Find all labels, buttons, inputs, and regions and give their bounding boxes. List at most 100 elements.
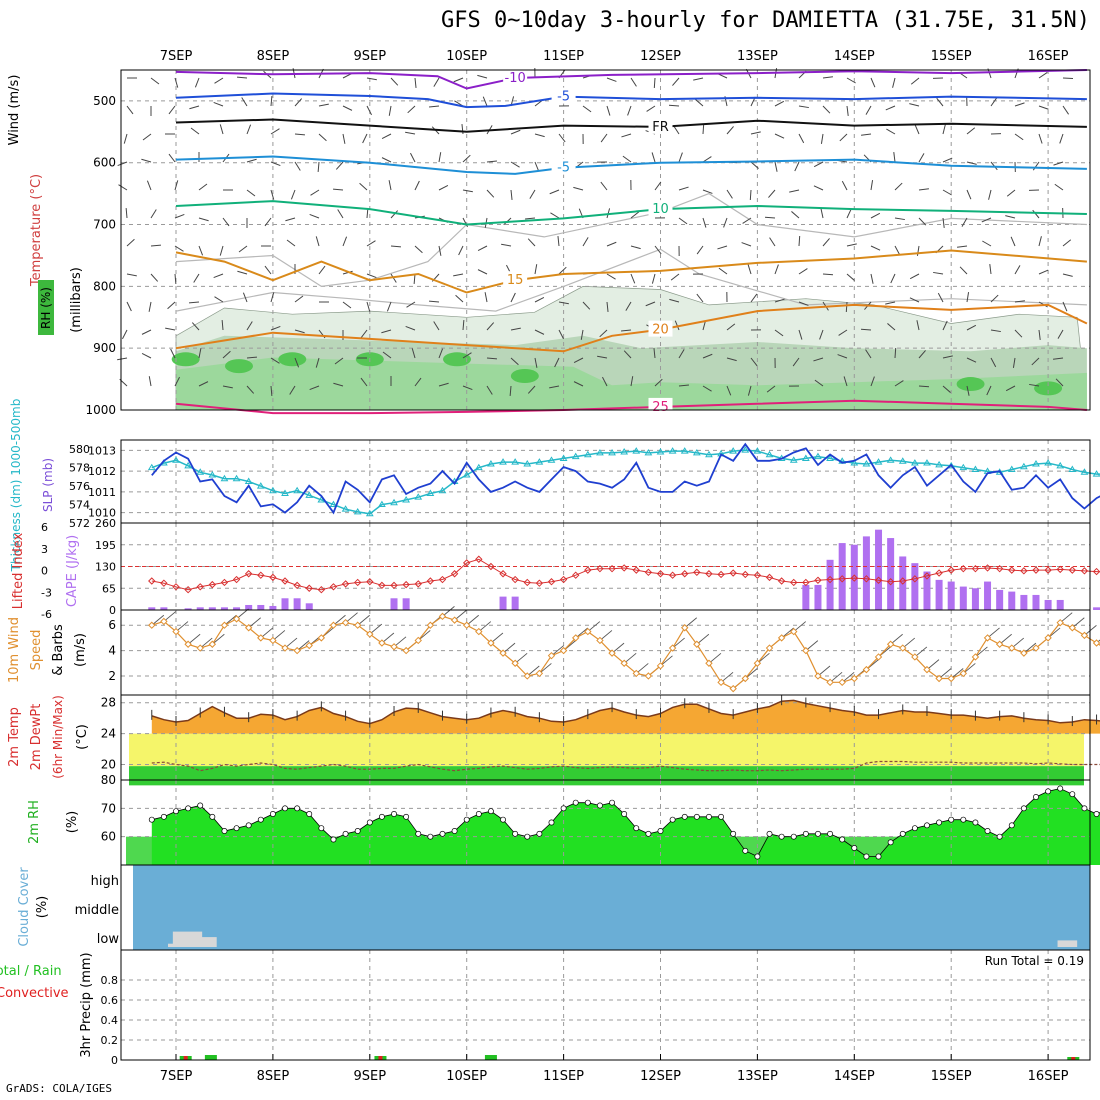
thickness-point <box>402 495 411 503</box>
lifted-index-point <box>911 575 919 583</box>
wind-barb <box>981 217 992 223</box>
wind-barb <box>214 296 224 303</box>
thickness-point <box>850 459 859 466</box>
wind-barb <box>366 240 376 247</box>
wind-barb <box>438 348 444 359</box>
wind-barb <box>294 133 306 136</box>
wind-barb <box>766 385 776 393</box>
rh-point <box>512 830 519 837</box>
isotherm-label: FR <box>652 120 669 135</box>
wind-barb <box>558 133 566 143</box>
wind-barb <box>527 385 536 394</box>
wind-barb <box>774 298 785 303</box>
wind-speed-point <box>826 678 834 687</box>
cape-bar <box>257 604 265 610</box>
wind-speed-point <box>353 621 362 629</box>
wind-barb <box>909 297 920 303</box>
wind-speed-point <box>947 674 955 683</box>
y-tick-label-left: 574 <box>69 499 90 512</box>
wind-speed-point <box>475 627 483 636</box>
x-tick-label: 10SEP <box>446 49 487 64</box>
wind-speed-point <box>487 639 495 647</box>
wind-barb <box>1032 209 1040 219</box>
wind-barb <box>750 161 759 169</box>
wind-speed-point <box>535 669 544 678</box>
wind-barb <box>822 105 831 114</box>
wind-barb <box>360 377 368 387</box>
wind-barb <box>534 133 545 138</box>
lifted-index-point <box>923 572 931 580</box>
wind-speed-point <box>983 634 992 642</box>
rh-point <box>306 811 313 817</box>
wind-barb <box>168 153 176 163</box>
wind-barb <box>914 124 920 135</box>
thickness-point <box>499 458 507 465</box>
wind-barb <box>693 77 704 81</box>
thickness-point <box>826 454 834 461</box>
wind-barb <box>602 376 608 387</box>
wind-barb <box>264 217 272 227</box>
y-tick-label: 0.6 <box>101 994 119 1007</box>
panel-frame <box>120 69 1091 411</box>
wind-barb <box>405 131 416 135</box>
wind-barb <box>672 77 680 86</box>
wind-speed-point <box>305 641 313 650</box>
wind-barb <box>411 348 416 359</box>
wind-speed-point <box>959 669 968 678</box>
thickness-point <box>365 509 374 517</box>
wind-barb <box>750 357 758 367</box>
thickness-point <box>172 456 180 463</box>
lifted-index-point <box>1068 566 1077 574</box>
lifted-index-point <box>668 571 677 579</box>
wind-barb <box>413 273 416 285</box>
y-tick-label-right: 260 <box>95 517 116 530</box>
wind-speed-point <box>293 646 301 655</box>
rh-point <box>221 828 228 834</box>
x-tick-label: 11SEP <box>543 49 584 64</box>
rh-point <box>899 830 906 837</box>
thickness-point <box>547 456 556 463</box>
y-tick-label-right: 65 <box>102 582 116 595</box>
rh-point <box>354 828 361 834</box>
rh-shading <box>176 357 1087 410</box>
wind-barb <box>820 208 824 219</box>
wind-barb <box>150 77 160 85</box>
y-tick-label: 500 <box>93 94 116 108</box>
y-axis-label: 2m DewPt <box>29 704 44 771</box>
mid-band <box>129 733 1084 767</box>
wind-barb <box>188 301 200 304</box>
y-axis-label: 2m RH <box>27 800 42 844</box>
cape-bar <box>971 588 979 610</box>
wind-barb <box>645 301 656 307</box>
y-tick-label: 80 <box>101 773 116 787</box>
thickness-point <box>523 460 532 467</box>
wind-barb <box>1054 183 1064 191</box>
rh-shading-core <box>224 359 253 374</box>
rh-point <box>911 825 918 832</box>
wind-barb <box>342 301 352 309</box>
wind-barb <box>916 245 920 256</box>
wind-barb <box>1038 133 1043 144</box>
wind-barb <box>360 329 368 339</box>
wind-barb <box>458 245 464 256</box>
rh-contour <box>175 248 1087 312</box>
wind-speed-point <box>257 634 265 642</box>
rh-point <box>160 813 167 820</box>
wind-barb <box>673 125 680 135</box>
wind-barb <box>717 245 728 250</box>
y-tick-label: 0.4 <box>101 1014 119 1027</box>
wind-speed-point <box>1080 631 1089 640</box>
cape-bar <box>838 543 846 610</box>
top-x-axis: 7SEP 8SEP 9SEP 10SEP 11SEP 12SEP 13SEP 14SEP 15S… <box>160 49 1069 64</box>
lifted-index-point <box>656 570 665 578</box>
rh-point <box>1093 811 1100 817</box>
lifted-index-point <box>959 564 968 573</box>
wind-barb <box>198 381 209 387</box>
wind-barb <box>438 382 449 387</box>
wind-barb <box>723 217 728 228</box>
wind-barb <box>317 161 320 173</box>
lifted-index-point <box>1092 567 1100 576</box>
cape-bar <box>947 581 955 610</box>
wind-barb <box>433 77 440 87</box>
wind-barb <box>674 320 680 331</box>
